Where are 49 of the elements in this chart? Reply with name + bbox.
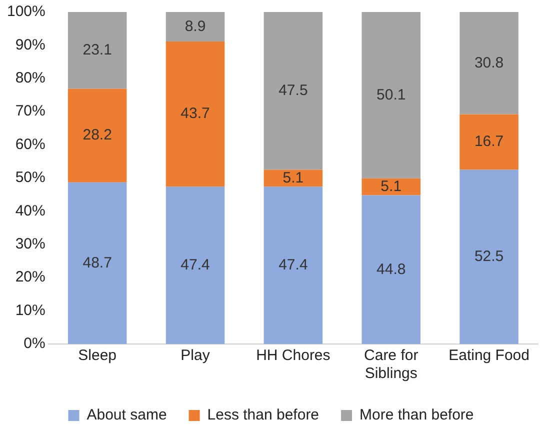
data-label: 16.7 [474,133,504,150]
bar [264,186,323,344]
x-tick-label: Sleep [78,347,117,364]
bar [166,186,225,344]
y-tick-label: 30% [15,236,46,253]
bar [68,12,127,89]
y-tick-label: 10% [15,302,46,319]
bar [460,114,518,170]
bar [460,170,518,344]
data-label: 28.2 [82,126,112,144]
data-label: 47.5 [278,82,308,99]
data-label: 5.1 [380,178,402,195]
data-label: 48.7 [82,254,112,272]
bar [68,88,127,182]
data-label: 52.5 [474,248,504,265]
bar [166,12,225,42]
y-tick-label: 50% [15,169,46,186]
data-label: 23.1 [82,41,112,58]
legend-label: More than before [360,406,474,424]
y-tick-label: 60% [15,136,46,153]
bar [362,178,420,196]
data-label: 47.4 [180,256,210,274]
y-tick-label: 90% [15,36,46,54]
bar [264,12,323,170]
data-label: 30.8 [474,54,504,72]
data-label: 47.4 [278,256,308,274]
y-tick-label: 100% [6,3,46,20]
bar [362,12,420,178]
bar [68,182,127,344]
bar [460,12,518,114]
legend-label: About same [86,406,167,424]
x-tick-label: Eating Food [448,347,530,364]
data-label: 5.1 [282,169,304,186]
y-tick-label: 40% [15,202,46,220]
legend-label: Less than before [207,406,320,424]
data-label: 50.1 [376,86,406,104]
bar [362,195,420,344]
y-tick-label: 20% [15,268,46,286]
y-tick-label: 0% [24,335,46,352]
y-tick-label: 80% [15,70,46,87]
y-tick-label: 70% [15,102,46,120]
data-label: 8.9 [184,18,206,35]
bar [166,42,225,187]
bar [264,170,323,187]
data-label: 43.7 [180,105,210,122]
x-tick-label: Care for Siblings [364,347,418,382]
x-tick-label: Play [180,347,210,364]
data-label: 44.8 [376,260,406,278]
x-tick-label: HH Chores [256,347,330,364]
